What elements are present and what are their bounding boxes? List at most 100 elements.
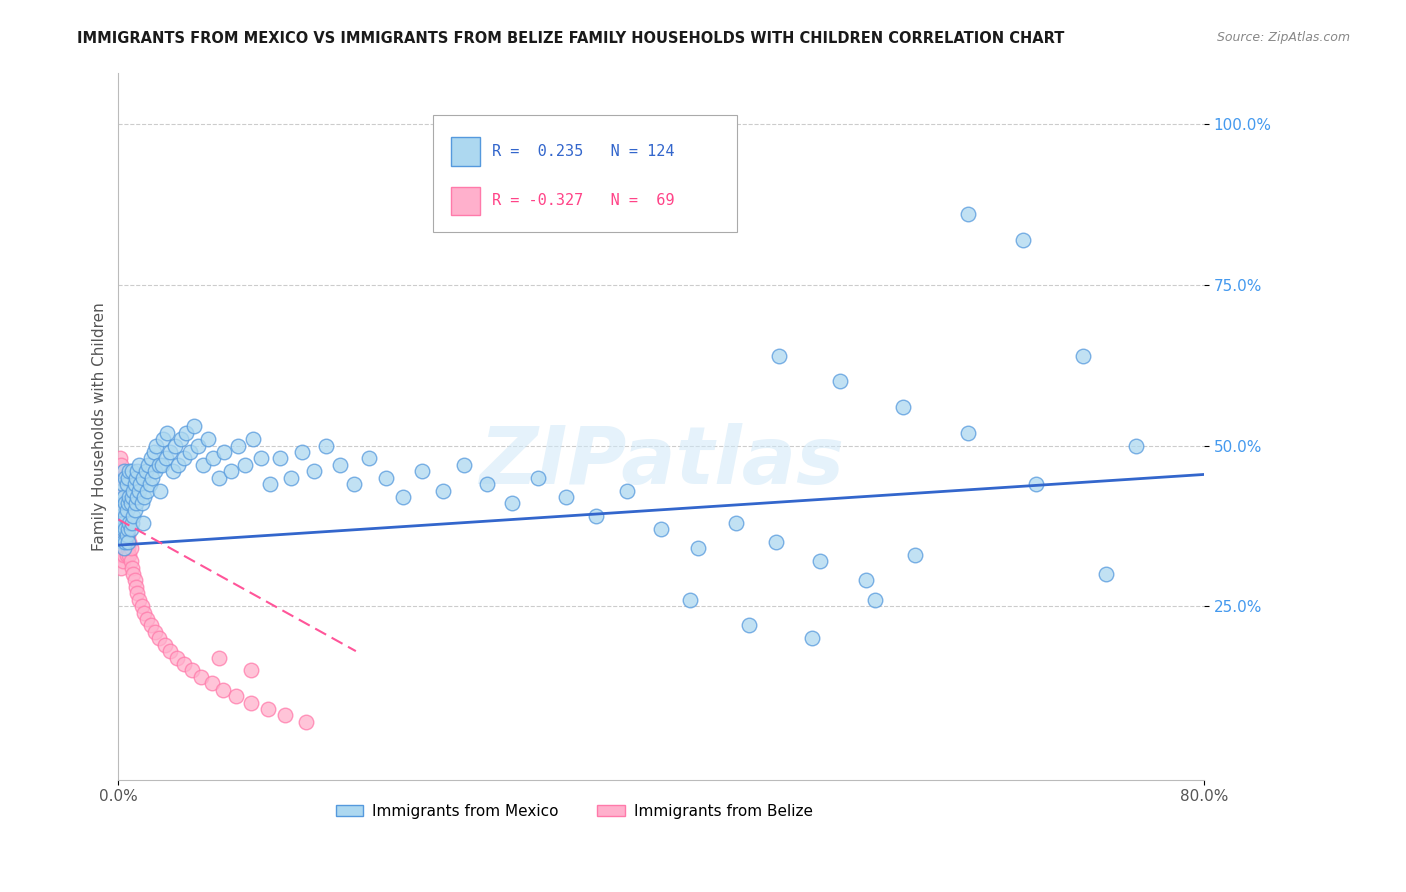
- Point: [1071, 349, 1094, 363]
- Point: [118, 516, 141, 530]
- Point: [240, 664, 263, 678]
- Point: [108, 477, 131, 491]
- Point: [129, 477, 152, 491]
- Point: [411, 464, 433, 478]
- Point: [180, 664, 202, 678]
- Legend: Immigrants from Mexico, Immigrants from Belize: Immigrants from Mexico, Immigrants from …: [329, 797, 818, 825]
- Point: [112, 535, 135, 549]
- Point: [190, 670, 212, 684]
- Point: [678, 592, 700, 607]
- Point: [139, 618, 162, 632]
- Point: [294, 714, 316, 729]
- Point: [138, 477, 160, 491]
- Point: [122, 509, 145, 524]
- Point: [150, 458, 173, 472]
- Point: [686, 541, 709, 556]
- Point: [432, 483, 454, 498]
- Point: [865, 592, 887, 607]
- Y-axis label: Family Households with Children: Family Households with Children: [93, 301, 107, 550]
- Point: [233, 458, 256, 472]
- Point: [956, 207, 979, 221]
- Point: [202, 451, 225, 466]
- Point: [118, 464, 141, 478]
- Point: [114, 535, 136, 549]
- Point: [131, 599, 153, 614]
- Point: [110, 509, 132, 524]
- Point: [110, 483, 132, 498]
- Point: [114, 516, 136, 530]
- Point: [170, 432, 193, 446]
- Point: [142, 445, 165, 459]
- Point: [115, 528, 138, 542]
- Point: [125, 471, 148, 485]
- Point: [110, 471, 132, 485]
- Point: [173, 451, 195, 466]
- Point: [555, 490, 578, 504]
- Point: [117, 528, 139, 542]
- Point: [145, 439, 167, 453]
- Point: [1125, 439, 1147, 453]
- Point: [134, 606, 156, 620]
- Point: [128, 458, 150, 472]
- Point: [392, 490, 415, 504]
- Point: [127, 464, 149, 478]
- Point: [112, 496, 135, 510]
- Point: [208, 471, 231, 485]
- Point: [242, 432, 264, 446]
- Point: [108, 541, 131, 556]
- Point: [250, 451, 273, 466]
- Point: [114, 503, 136, 517]
- Point: [131, 496, 153, 510]
- Point: [134, 490, 156, 504]
- Point: [141, 471, 163, 485]
- Point: [166, 650, 188, 665]
- Point: [256, 702, 278, 716]
- Point: [808, 554, 831, 568]
- Point: [359, 451, 381, 466]
- Point: [120, 554, 142, 568]
- Point: [124, 503, 146, 517]
- Point: [136, 612, 159, 626]
- Point: [122, 483, 145, 498]
- Point: [197, 432, 219, 446]
- Point: [108, 496, 131, 510]
- Point: [274, 708, 297, 723]
- Point: [179, 445, 201, 459]
- Point: [112, 541, 135, 556]
- Point: [127, 490, 149, 504]
- Point: [136, 483, 159, 498]
- Point: [115, 535, 138, 549]
- Point: [125, 580, 148, 594]
- Point: [315, 439, 337, 453]
- Point: [114, 509, 136, 524]
- Point: [187, 439, 209, 453]
- Point: [108, 516, 131, 530]
- Point: [118, 490, 141, 504]
- Point: [136, 458, 159, 472]
- Point: [219, 464, 242, 478]
- Point: [167, 458, 190, 472]
- FancyBboxPatch shape: [433, 115, 737, 232]
- Point: [111, 541, 134, 556]
- Point: [153, 638, 176, 652]
- Point: [135, 464, 157, 478]
- Point: [291, 445, 314, 459]
- Point: [128, 483, 150, 498]
- Point: [904, 548, 927, 562]
- Point: [117, 496, 139, 510]
- Point: [117, 541, 139, 556]
- Point: [114, 496, 136, 510]
- Point: [1095, 567, 1118, 582]
- Point: [110, 548, 132, 562]
- Point: [121, 490, 143, 504]
- Point: [108, 490, 131, 504]
- Point: [174, 425, 197, 440]
- Point: [125, 496, 148, 510]
- Point: [111, 516, 134, 530]
- Point: [115, 522, 138, 536]
- Point: [148, 458, 170, 472]
- Point: [120, 541, 142, 556]
- Point: [111, 503, 134, 517]
- Point: [132, 516, 155, 530]
- Point: [127, 586, 149, 600]
